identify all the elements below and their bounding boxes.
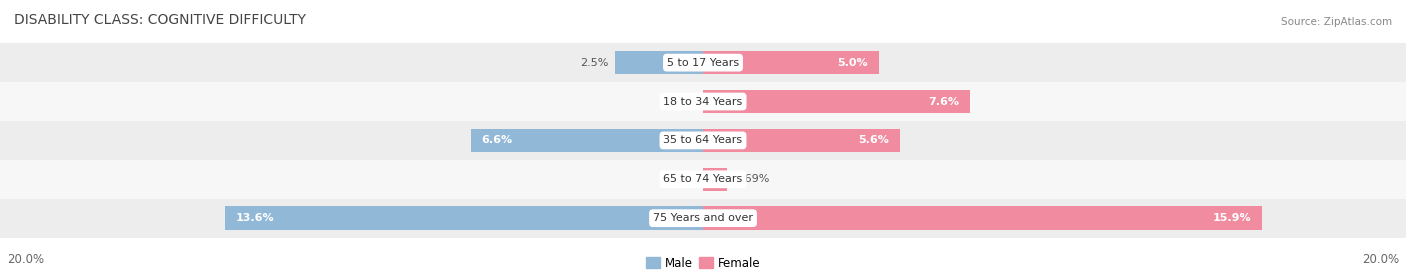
Bar: [703, 207, 1263, 230]
Text: DISABILITY CLASS: COGNITIVE DIFFICULTY: DISABILITY CLASS: COGNITIVE DIFFICULTY: [14, 13, 307, 27]
Text: 0.0%: 0.0%: [671, 174, 700, 184]
Bar: [703, 129, 900, 152]
Bar: [0, 121, 1406, 160]
Bar: [703, 90, 970, 113]
Text: 5.0%: 5.0%: [838, 58, 868, 68]
Bar: [616, 51, 703, 74]
Text: 75 Years and over: 75 Years and over: [652, 213, 754, 223]
Text: 65 to 74 Years: 65 to 74 Years: [664, 174, 742, 184]
Bar: [471, 129, 703, 152]
Text: 7.6%: 7.6%: [928, 96, 960, 107]
Text: 5.6%: 5.6%: [859, 135, 889, 146]
Bar: [225, 207, 703, 230]
Text: 6.6%: 6.6%: [482, 135, 513, 146]
Text: 20.0%: 20.0%: [1362, 253, 1399, 266]
Text: 5 to 17 Years: 5 to 17 Years: [666, 58, 740, 68]
Bar: [0, 160, 1406, 199]
Text: 0.0%: 0.0%: [671, 96, 700, 107]
Text: 35 to 64 Years: 35 to 64 Years: [664, 135, 742, 146]
Text: 0.69%: 0.69%: [734, 174, 769, 184]
Text: 20.0%: 20.0%: [7, 253, 44, 266]
Bar: [0, 43, 1406, 82]
Text: 13.6%: 13.6%: [236, 213, 274, 223]
Bar: [703, 168, 727, 191]
Bar: [0, 82, 1406, 121]
Bar: [0, 199, 1406, 238]
Text: Source: ZipAtlas.com: Source: ZipAtlas.com: [1281, 17, 1392, 27]
Bar: [703, 51, 879, 74]
Text: 2.5%: 2.5%: [579, 58, 609, 68]
Text: 18 to 34 Years: 18 to 34 Years: [664, 96, 742, 107]
Text: 15.9%: 15.9%: [1213, 213, 1251, 223]
Legend: Male, Female: Male, Female: [641, 252, 765, 270]
